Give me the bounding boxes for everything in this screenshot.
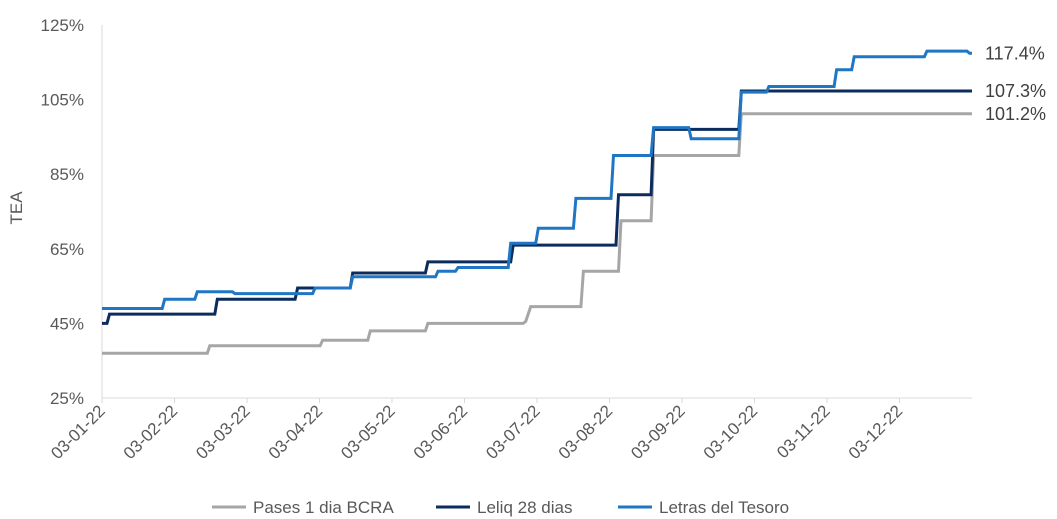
- series-line-1: [102, 89, 972, 325]
- x-tick-label: 03-12-22: [845, 401, 907, 463]
- legend-label: Pases 1 dia BCRA: [253, 498, 394, 517]
- series-lines: [102, 49, 972, 355]
- end-value-label: 107.3%: [985, 81, 1046, 101]
- legend: Pases 1 dia BCRA Leliq 28 dias Letras del …: [212, 498, 789, 517]
- x-tick-label: 03-03-22: [192, 401, 254, 463]
- x-tick-label: 03-10-22: [700, 401, 762, 463]
- x-tick-label: 03-02-22: [120, 401, 182, 463]
- end-labels: 101.2% 107.3% 117.4%: [985, 43, 1046, 123]
- y-tick-label: 25%: [50, 389, 84, 408]
- y-axis-title: TEA: [7, 191, 26, 225]
- x-tick-label: 03-04-22: [265, 401, 327, 463]
- x-tick-label: 03-08-22: [555, 401, 617, 463]
- y-axis: 25% 45% 65% 85% 105% 125%: [41, 16, 103, 408]
- y-tick-label: 45%: [50, 314, 84, 333]
- y-tick-label: 85%: [50, 165, 84, 184]
- x-tick-label: 03-09-22: [627, 401, 689, 463]
- y-tick-label: 125%: [41, 16, 84, 35]
- x-tick-label: 03-01-22: [47, 401, 109, 463]
- x-axis: 03-01-22 03-02-22 03-03-22 03-04-22 03-05-22…: [47, 397, 972, 463]
- y-tick-label: 105%: [41, 91, 84, 110]
- end-value-label: 117.4%: [985, 43, 1045, 63]
- x-tick-label: 03-11-22: [773, 401, 834, 462]
- x-tick-label: 03-06-22: [410, 401, 472, 463]
- x-tick-label: 03-05-22: [337, 401, 399, 463]
- y-tick-label: 65%: [50, 240, 84, 259]
- legend-label: Leliq 28 dias: [477, 498, 572, 517]
- end-value-label: 101.2%: [985, 104, 1046, 124]
- series-line-2: [102, 49, 972, 310]
- legend-label: Letras del Tesoro: [659, 498, 789, 517]
- x-tick-label: 03-07-22: [482, 401, 544, 463]
